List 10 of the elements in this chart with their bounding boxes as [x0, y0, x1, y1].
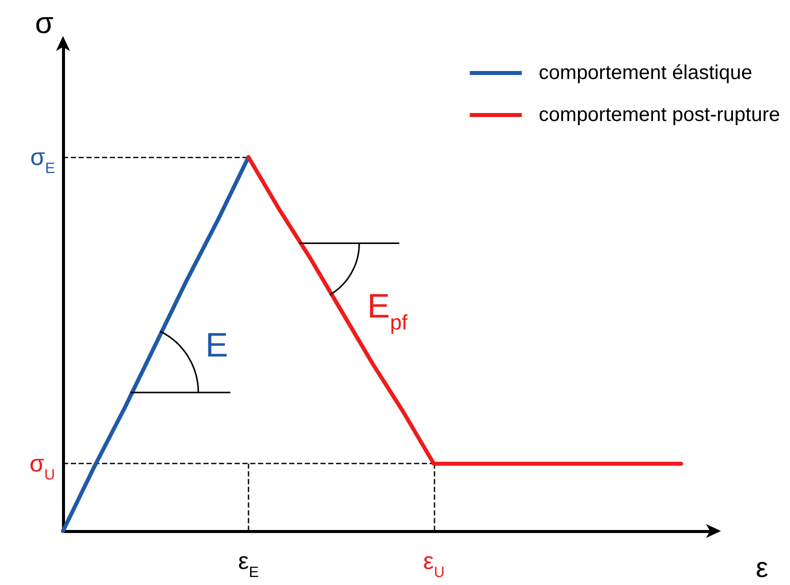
legend-label: comportement post-rupture [538, 104, 780, 126]
x-tick-label: ε$_{U}$ [423, 548, 445, 581]
annotation: E$_{pf}$ [367, 287, 408, 334]
annotation: E [205, 326, 228, 365]
x-tick-label: ε$_{E}$ [238, 548, 259, 581]
ref-line-label: σ$_{E}$ [30, 144, 56, 178]
ref-line-label: σ$_{U}$ [29, 450, 55, 484]
legend-label: comportement élastique [538, 62, 752, 84]
y-axis-title: σ [35, 7, 54, 40]
x-axis-title: ε [756, 552, 768, 583]
